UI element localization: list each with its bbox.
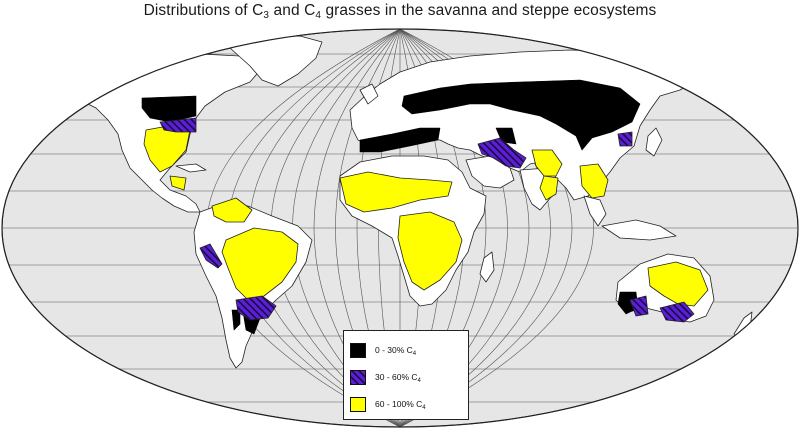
legend-item-low: 0 - 30% C4 — [350, 341, 416, 359]
c4-mid-regions — [159, 117, 695, 323]
legend-label-low: 0 - 30% C4 — [375, 345, 417, 357]
map-title: Distributions of C3 and C4 grasses in th… — [143, 2, 657, 21]
c4-high-regions — [143, 125, 709, 307]
legend-swatch-mid — [350, 369, 366, 385]
legend-item-mid: 30 - 60% C4 — [350, 368, 421, 386]
legend-item-high: 60 - 100% C4 — [350, 395, 426, 413]
legend-swatch-high — [350, 396, 366, 412]
legend-label-high: 60 - 100% C4 — [375, 399, 426, 411]
legend-label-mid: 30 - 60% C4 — [375, 372, 421, 384]
c4-low-regions — [141, 79, 641, 335]
legend-swatch-low — [350, 342, 366, 358]
map-legend: 0 - 30% C4 30 - 60% C4 60 - 100% C4 — [343, 330, 469, 420]
